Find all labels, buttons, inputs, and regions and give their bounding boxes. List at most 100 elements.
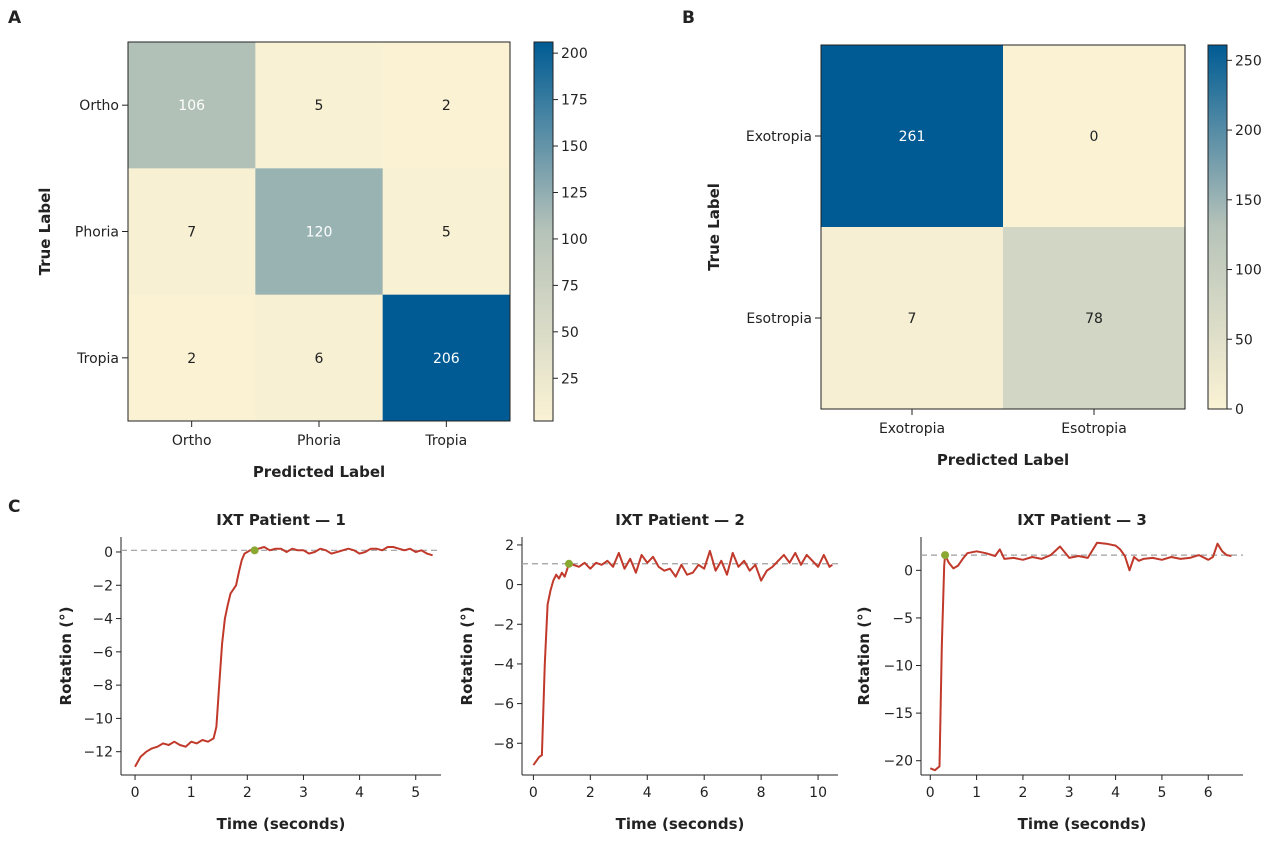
x-tick-label: Ortho (172, 433, 212, 449)
chart-title: IXT Patient — 2 (615, 511, 745, 529)
cell-value-label: 106 (178, 98, 205, 114)
x-tick-label: 8 (757, 785, 766, 801)
colorbar-tick-label: 200 (561, 46, 588, 62)
cell-value-label: 78 (1085, 311, 1103, 327)
x-tick-label: 1 (972, 785, 981, 801)
cell-value-label: 7 (187, 225, 196, 241)
x-tick-label: 6 (1204, 785, 1213, 801)
rotation-series-line (929, 541, 1232, 772)
panel-label-a: A (8, 8, 22, 28)
colorbar-tick-label: 125 (561, 185, 588, 201)
colorbar-tick-label: 150 (1235, 193, 1262, 209)
y-tick-label: −6 (92, 645, 113, 661)
colorbar-tick-label: 0 (1235, 402, 1244, 418)
cell-value-label: 5 (442, 225, 451, 241)
x-tick-label: 5 (1157, 785, 1166, 801)
x-tick-label: 10 (809, 785, 827, 801)
x-axis-label: Predicted Label (253, 463, 385, 481)
cell-value-label: 7 (908, 311, 917, 327)
panel-label-c: C (8, 497, 20, 517)
x-tick-label: 1 (187, 785, 196, 801)
heatmap-frame (820, 44, 1186, 410)
y-axis-label: Rotation (°) (458, 607, 476, 706)
fixation-marker (250, 546, 259, 555)
heatmap-cell (382, 294, 511, 422)
y-tick-label: −8 (493, 736, 514, 752)
heatmap-cell (128, 294, 256, 422)
chart-title: IXT Patient — 1 (216, 511, 346, 529)
colorbar-tick-label: 200 (1235, 123, 1262, 139)
x-axis-label: Time (seconds) (217, 815, 346, 833)
colorbar-tick-label: 75 (561, 278, 579, 294)
x-tick-label: 6 (700, 785, 709, 801)
cell-value-label: 206 (433, 351, 460, 367)
x-tick-label: Phoria (297, 433, 341, 449)
x-tick-label: 4 (643, 785, 652, 801)
y-tick-label: −8 (92, 678, 113, 694)
cell-value-label: 120 (306, 225, 333, 241)
colorbar-tick-label: 50 (561, 325, 579, 341)
y-tick-label: −4 (493, 657, 514, 673)
line-chart-patient-3: −20 −15 −10 −5 0 0 1 2 3 4 5 6 IXT Patient — 3 Time (… (855, 511, 1243, 833)
x-tick-label: 3 (1065, 785, 1074, 801)
cell-value-label: 5 (315, 98, 324, 114)
x-tick-label: 2 (243, 785, 252, 801)
x-tick-label: 0 (131, 785, 140, 801)
x-axis-label: Time (seconds) (1018, 815, 1147, 833)
x-axis-label: Predicted Label (937, 451, 1069, 469)
x-tick-label: 4 (355, 785, 364, 801)
y-tick-label: −2 (493, 617, 514, 633)
heatmap-cell (128, 168, 256, 296)
x-tick-label: Tropia (424, 433, 467, 449)
heatmap-cell (382, 42, 511, 169)
y-tick-label: Ortho (79, 98, 119, 114)
x-tick-label: 2 (586, 785, 595, 801)
x-tick-label: Exotropia (879, 421, 945, 437)
x-tick-label: 0 (926, 785, 935, 801)
heatmap-cell (821, 227, 1004, 410)
rotation-series-line (532, 549, 833, 766)
cell-value-label: 0 (1090, 129, 1099, 145)
y-tick-label: −10 (83, 711, 113, 727)
y-tick-label: −15 (883, 706, 913, 722)
cell-value-label: 2 (442, 98, 451, 114)
y-tick-label: 0 (505, 578, 514, 594)
heatmap-cell (255, 168, 384, 296)
x-tick-label: 4 (1111, 785, 1120, 801)
x-tick-label: 2 (1018, 785, 1027, 801)
y-tick-label: Exotropia (746, 129, 812, 145)
chart-title: IXT Patient — 3 (1017, 511, 1147, 529)
panel-label-b: B (682, 8, 695, 28)
confusion-matrix-b: 261 0 7 78 Exotropia Esotropia Exotropia Esotro… (705, 44, 1262, 469)
rotation-series-line (134, 546, 433, 768)
fixation-marker (564, 559, 573, 568)
colorbar-tick-label: 100 (1235, 263, 1262, 279)
y-tick-label: −4 (92, 612, 113, 628)
y-tick-label: Phoria (75, 225, 119, 241)
heatmap-cell (1003, 45, 1186, 228)
cell-value-label: 261 (899, 129, 926, 145)
y-tick-label: −6 (493, 697, 514, 713)
fixation-marker (941, 551, 950, 560)
y-tick-label: −2 (92, 578, 113, 594)
y-tick-label: −20 (883, 754, 913, 770)
y-tick-label: −5 (892, 611, 913, 627)
colorbar-tick-label: 250 (1235, 53, 1262, 69)
y-tick-label: 2 (505, 538, 514, 554)
colorbar-tick-label: 175 (561, 93, 588, 109)
x-tick-label: 5 (411, 785, 420, 801)
x-tick-label: 3 (299, 785, 308, 801)
y-axis-label: True Label (36, 188, 54, 276)
x-tick-label: Esotropia (1061, 421, 1127, 437)
heatmap-cell (128, 42, 256, 169)
colorbar-tick-label: 100 (561, 232, 588, 248)
y-axis-label: True Label (705, 183, 723, 271)
y-tick-label: −10 (883, 659, 913, 675)
heatmap-cell (821, 45, 1004, 228)
y-axis-label: Rotation (°) (57, 607, 75, 706)
x-tick-label: 0 (529, 785, 538, 801)
colorbar (1207, 44, 1228, 410)
y-tick-label: 0 (104, 545, 113, 561)
heatmap-cell (255, 294, 384, 422)
